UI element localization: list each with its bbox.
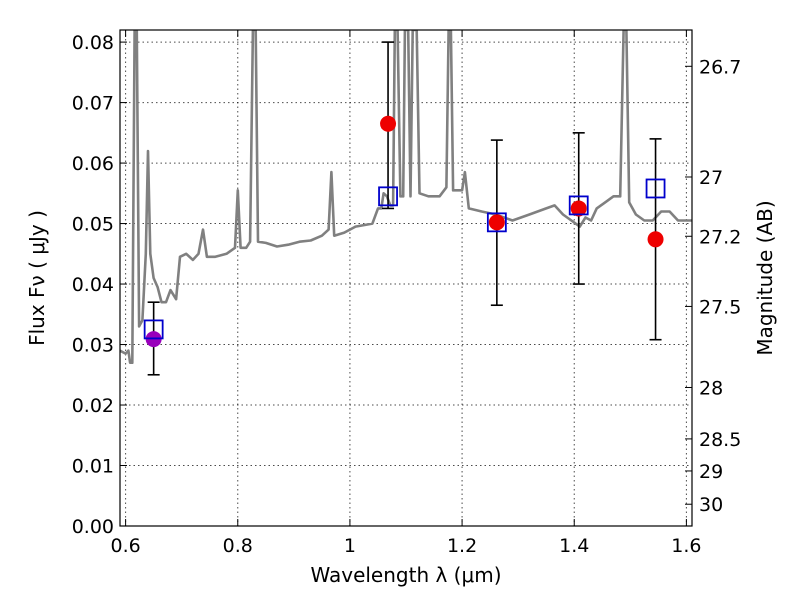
plot-frame [119, 29, 693, 527]
right-tick-label: 27 [699, 167, 723, 189]
y-tick-label: 0.08 [72, 32, 114, 54]
right-tick-label: 29 [699, 461, 723, 483]
model-photometry-square [143, 319, 164, 340]
y-tick-label: 0.02 [72, 395, 114, 417]
measured-point [570, 200, 587, 217]
right-tick-label: 26.7 [699, 56, 741, 78]
measured-point [380, 115, 397, 132]
spectrum-line [120, 30, 692, 364]
x-tick-label: 0.8 [223, 535, 253, 557]
right-tick-label: 28 [699, 377, 723, 399]
x-tick-label: 1 [344, 535, 356, 557]
right-tick-label: 27.5 [699, 296, 741, 318]
y-tick-label: 0.05 [72, 214, 114, 236]
y-tick-label: 0.00 [72, 516, 114, 538]
y-tick-label: 0.03 [72, 335, 114, 357]
model-spectrum [120, 30, 692, 364]
y-axis-label: Flux Fν ( μJy ) [25, 210, 49, 346]
y-tick-label: 0.01 [72, 456, 114, 478]
y-tick-label: 0.04 [72, 274, 114, 296]
axis-ticks [120, 30, 692, 527]
model-photometry-square [378, 186, 398, 207]
right-tick-labels: 26.7 27 27.2 27.5 28 28.5 29 30 [699, 56, 741, 516]
model-photometry [143, 178, 666, 340]
y-tick-label: 0.07 [72, 93, 114, 115]
x-tick-label: 1.2 [447, 535, 477, 557]
y-tick-labels: 0.00 0.01 0.02 0.03 0.04 0.05 0.06 0.07 0.08 [72, 32, 114, 538]
x-axis-label: Wavelength λ (μm) [310, 563, 501, 587]
x-tick-label: 1.6 [671, 535, 701, 557]
right-tick-label: 27.2 [699, 226, 741, 248]
y-tick-label: 0.06 [72, 153, 114, 175]
x-tick-label: 1.4 [559, 535, 589, 557]
plot-background [120, 30, 692, 526]
model-photometry-square [645, 178, 666, 199]
measured-point [647, 231, 664, 248]
measured-points [145, 115, 664, 348]
right-axis-label: Magnitude (AB) [753, 200, 777, 355]
model-photometry-square [568, 195, 589, 216]
right-tick-label: 28.5 [699, 429, 741, 451]
model-photometry-square [486, 212, 507, 233]
right-tick-label: 30 [699, 494, 723, 516]
x-tick-label: 0.6 [110, 535, 140, 557]
x-tick-labels: 0.6 0.8 1 1.2 1.4 1.6 [110, 535, 701, 557]
measured-point [488, 214, 505, 231]
